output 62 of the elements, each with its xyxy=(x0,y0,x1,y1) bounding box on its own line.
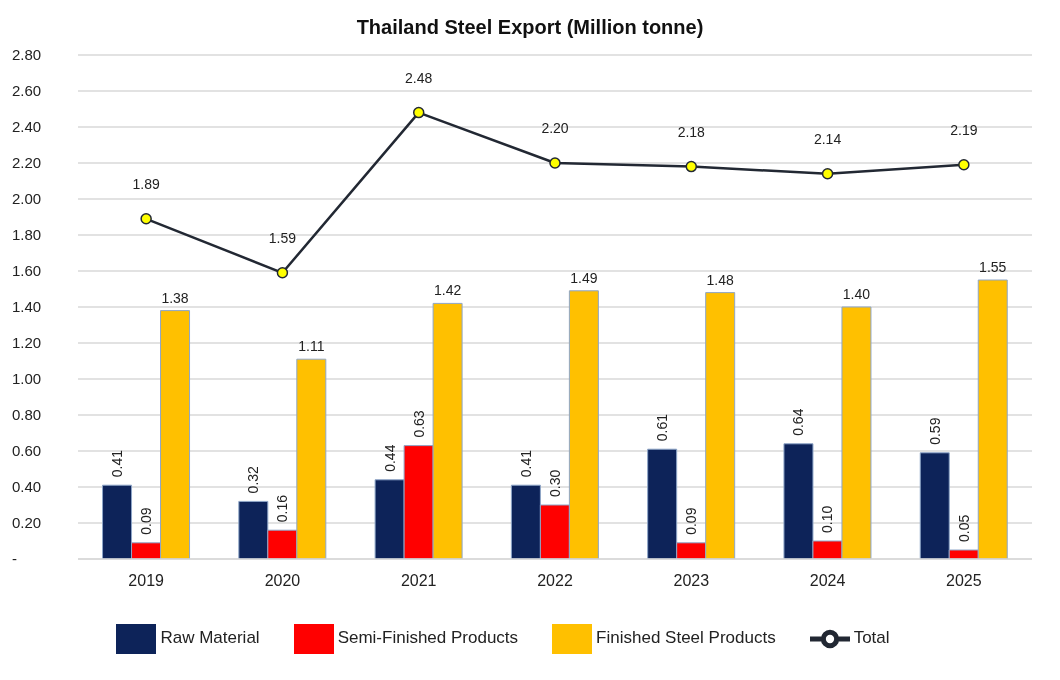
data-label: 2.20 xyxy=(541,120,569,136)
y-tick-label: 1.20 xyxy=(12,334,42,352)
data-label: 2.14 xyxy=(813,130,842,147)
y-tick-label: 1.80 xyxy=(12,226,42,244)
y-tick-label: 0.20 xyxy=(12,514,42,532)
y-tick-label: 2.00 xyxy=(12,190,42,208)
x-tick-label: 2025 xyxy=(946,572,982,590)
x-tick-label: 2019 xyxy=(128,572,165,590)
data-label: 1.59 xyxy=(268,229,297,246)
point xyxy=(140,213,152,225)
data-label: 0.10 xyxy=(819,505,836,533)
point xyxy=(821,168,834,180)
data-label: 0.09 xyxy=(683,507,700,535)
y-tick-label: 0.40 xyxy=(12,478,42,496)
x-tick-label: 2020 xyxy=(264,572,301,590)
y-tick-label: 2.40 xyxy=(12,118,42,136)
data-label: 0.64 xyxy=(790,408,807,436)
data-label: 0.16 xyxy=(274,494,291,523)
data-label: 1.89 xyxy=(132,175,160,192)
y-tick-label: 0.60 xyxy=(12,442,42,460)
data-label: 1.38 xyxy=(161,289,189,306)
y-tick-label: - xyxy=(12,550,17,568)
data-label: 1.11 xyxy=(298,338,325,355)
data-label: 1.48 xyxy=(706,271,735,288)
point xyxy=(958,159,970,171)
legend-label: Total xyxy=(853,628,890,648)
chart-title: Thailand Steel Export (Million tonne) xyxy=(355,15,705,39)
data-label: 0.05 xyxy=(955,514,972,542)
data-label: 1.40 xyxy=(842,286,871,302)
point xyxy=(412,106,425,119)
x-tick-label: 2022 xyxy=(537,572,573,590)
data-label: 2.18 xyxy=(677,123,706,140)
data-label: 2.48 xyxy=(405,69,433,86)
y-tick-label: 2.80 xyxy=(12,46,42,64)
legend-label: Semi-Finished Products xyxy=(337,628,519,648)
x-tick-label: 2023 xyxy=(673,572,710,590)
y-tick-label: 1.40 xyxy=(12,298,42,316)
data-label: 0.32 xyxy=(245,465,262,494)
data-label: 1.49 xyxy=(570,269,598,286)
data-label: 0.61 xyxy=(654,413,671,442)
legend-label: Raw Material xyxy=(160,628,260,648)
data-label: 1.42 xyxy=(433,282,462,299)
y-tick-label: 0.80 xyxy=(12,406,42,424)
data-label: 0.44 xyxy=(381,444,398,472)
data-label: 0.41 xyxy=(517,449,534,478)
point xyxy=(549,157,561,169)
data-label: 0.09 xyxy=(138,507,155,535)
y-tick-label: 2.20 xyxy=(12,154,42,172)
y-tick-label: 1.60 xyxy=(12,262,42,280)
x-tick-label: 2021 xyxy=(400,572,437,590)
data-label: 2.19 xyxy=(950,121,978,138)
data-label: 0.30 xyxy=(546,469,563,497)
legend-label: Finished Steel Products xyxy=(596,628,776,648)
x-tick-label: 2024 xyxy=(809,572,846,590)
data-label: 0.59 xyxy=(926,417,943,445)
data-label: 1.55 xyxy=(979,259,1007,275)
point xyxy=(276,267,289,279)
y-tick-label: 2.60 xyxy=(12,82,42,100)
point xyxy=(685,160,698,173)
data-label: 0.63 xyxy=(410,410,427,438)
data-label: 0.41 xyxy=(109,449,126,478)
y-tick-label: 1.00 xyxy=(12,370,42,388)
